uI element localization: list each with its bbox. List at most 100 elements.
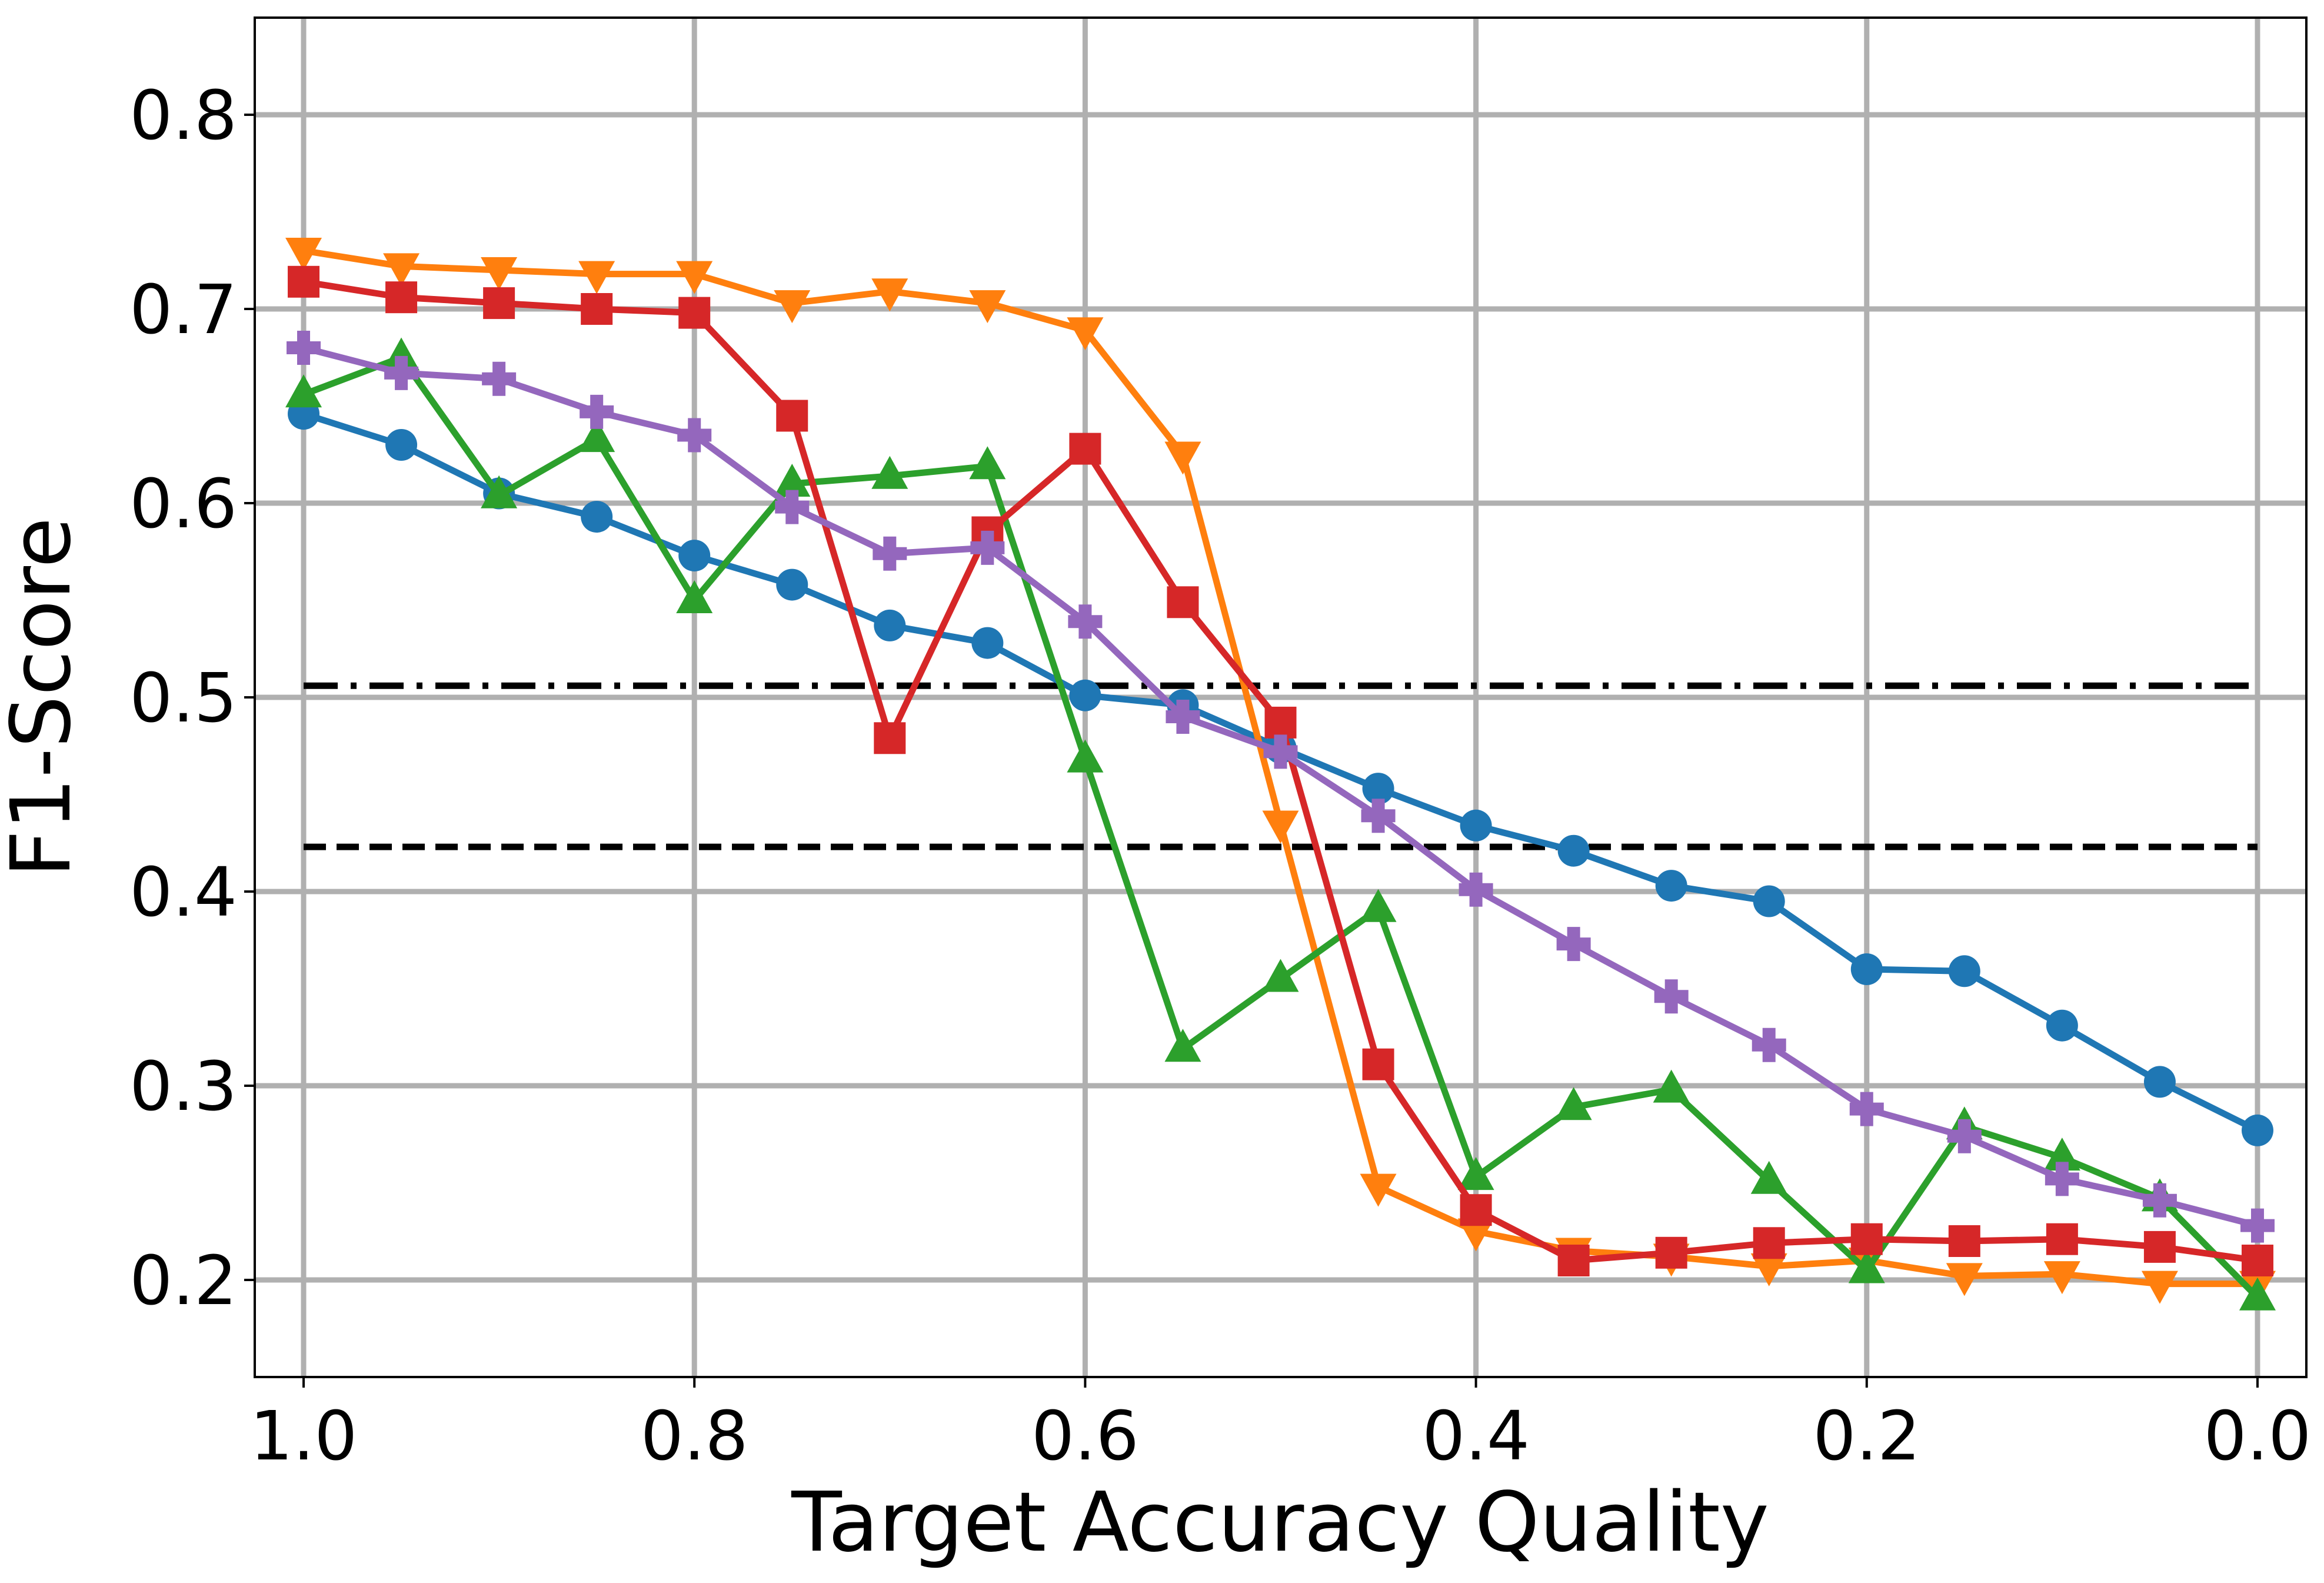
data-point bbox=[481, 257, 518, 290]
data-point bbox=[482, 361, 517, 396]
x-tick-label: 0.0 bbox=[2204, 1397, 2312, 1476]
y-tick-labels: 0.2 0.3 0.4 0.5 0.6 0.7 0.8 bbox=[129, 77, 255, 1321]
data-point bbox=[384, 355, 419, 390]
data-point bbox=[1263, 734, 1298, 769]
data-point bbox=[1262, 810, 1299, 844]
series-4 bbox=[287, 331, 2275, 1243]
data-point bbox=[1556, 927, 1591, 962]
data-point bbox=[1654, 979, 1689, 1014]
x-axis-label: Target Accuracy Quality bbox=[791, 1475, 1769, 1571]
data-point bbox=[578, 261, 615, 294]
data-point bbox=[1460, 809, 1492, 842]
data-series bbox=[285, 238, 2276, 1311]
y-tick-label: 0.4 bbox=[129, 853, 237, 932]
data-point bbox=[1848, 1250, 1885, 1283]
data-point bbox=[676, 580, 713, 613]
data-point bbox=[1068, 604, 1103, 639]
data-point bbox=[288, 265, 320, 298]
data-point bbox=[1752, 1027, 1786, 1062]
data-point bbox=[1166, 700, 1200, 734]
data-point bbox=[581, 293, 613, 325]
data-point bbox=[1459, 872, 1493, 907]
y-tick-label: 0.5 bbox=[129, 659, 237, 738]
data-point bbox=[2241, 1245, 2273, 1276]
data-point bbox=[385, 429, 418, 461]
x-tick-label: 0.2 bbox=[1813, 1397, 1920, 1476]
data-point bbox=[2046, 1223, 2078, 1255]
data-point bbox=[2142, 1183, 2177, 1218]
data-point bbox=[1361, 799, 1396, 833]
data-point bbox=[1264, 706, 1297, 739]
data-point bbox=[1164, 1029, 1201, 1062]
data-point bbox=[578, 419, 615, 453]
data-point bbox=[1947, 1119, 1982, 1153]
x-tick-label: 1.0 bbox=[250, 1397, 358, 1476]
data-point bbox=[774, 290, 811, 324]
data-point bbox=[581, 501, 613, 533]
data-point bbox=[2046, 1009, 2078, 1042]
data-point bbox=[383, 253, 420, 287]
data-point bbox=[2143, 1231, 2176, 1263]
data-point bbox=[774, 464, 811, 497]
data-point bbox=[2043, 1261, 2080, 1295]
data-point bbox=[1067, 317, 1104, 351]
data-point bbox=[2143, 1066, 2176, 1098]
data-point bbox=[1750, 1253, 1787, 1286]
data-point bbox=[1850, 1223, 1883, 1255]
y-axis-label: F1-Score bbox=[0, 517, 89, 877]
data-point bbox=[481, 475, 518, 508]
data-point bbox=[874, 609, 906, 641]
data-point bbox=[1850, 953, 1883, 985]
data-point bbox=[969, 290, 1006, 324]
data-point bbox=[2241, 1114, 2273, 1146]
data-point bbox=[385, 281, 418, 314]
data-point bbox=[383, 337, 420, 371]
data-point bbox=[1167, 586, 1199, 618]
x-tick-label: 0.6 bbox=[1031, 1397, 1139, 1476]
data-point bbox=[285, 238, 322, 271]
data-point bbox=[971, 627, 1004, 659]
data-point bbox=[1360, 1173, 1397, 1207]
series-3 bbox=[288, 265, 2273, 1276]
data-point bbox=[1069, 433, 1101, 465]
data-point bbox=[970, 530, 1005, 565]
data-point bbox=[1557, 834, 1590, 867]
data-point bbox=[1653, 1069, 1690, 1103]
data-point bbox=[285, 374, 322, 408]
data-point bbox=[676, 261, 713, 294]
data-point bbox=[1067, 739, 1104, 773]
data-point bbox=[969, 446, 1006, 480]
data-point bbox=[1557, 1245, 1590, 1276]
data-point bbox=[1362, 773, 1394, 805]
data-point bbox=[871, 278, 908, 312]
data-point bbox=[678, 540, 711, 572]
data-point bbox=[677, 418, 712, 453]
data-point bbox=[1457, 1157, 1494, 1190]
data-point bbox=[1262, 959, 1299, 992]
data-point bbox=[1753, 885, 1785, 917]
data-point bbox=[1946, 1263, 1983, 1296]
data-point bbox=[776, 400, 808, 432]
data-point bbox=[873, 536, 907, 571]
data-point bbox=[2240, 1208, 2275, 1243]
data-point bbox=[1655, 870, 1687, 902]
data-point bbox=[2141, 1271, 2178, 1304]
x-tick-label: 0.8 bbox=[641, 1397, 748, 1476]
data-point bbox=[871, 455, 908, 489]
data-point bbox=[678, 297, 711, 329]
data-point bbox=[1457, 1218, 1494, 1252]
data-point bbox=[2043, 1138, 2080, 1171]
data-point bbox=[1362, 1048, 1394, 1080]
x-tick-label: 0.4 bbox=[1422, 1397, 1530, 1476]
data-point bbox=[1750, 1160, 1787, 1194]
y-tick-label: 0.6 bbox=[129, 465, 237, 544]
data-point bbox=[1948, 955, 1980, 987]
y-tick-label: 0.8 bbox=[129, 77, 237, 155]
data-point bbox=[1753, 1227, 1785, 1259]
data-point bbox=[1360, 889, 1397, 922]
data-point bbox=[287, 331, 321, 365]
reference-lines bbox=[304, 682, 2258, 850]
data-point bbox=[874, 722, 906, 754]
